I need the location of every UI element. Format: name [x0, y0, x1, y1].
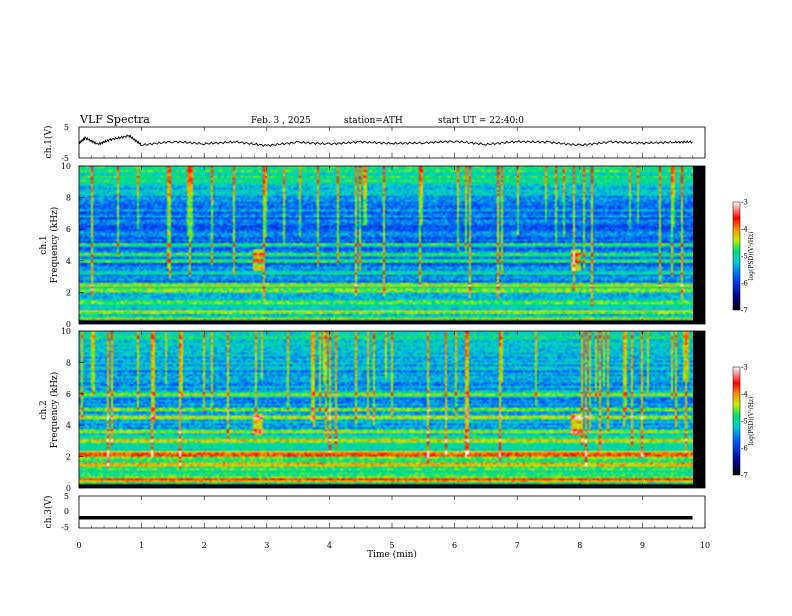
ch2-spectrogram-ytick: 2: [66, 453, 71, 462]
ch1-spectrogram-ytick: 10: [61, 162, 71, 171]
ch2-spectrogram-ytick: 4: [66, 421, 71, 430]
x-tick-label: 4: [327, 541, 332, 550]
ch2-colorbar-tick: -5: [741, 418, 748, 426]
ch1-frequency-label: Frequency (kHz): [49, 207, 60, 284]
ch2-colorbar-tick: -6: [741, 445, 748, 453]
ch1-spectrogram-ytick: 4: [66, 257, 71, 266]
x-tick-label: 5: [389, 541, 394, 550]
ch1-spectrogram-image: [79, 166, 693, 324]
ch1-spectrogram-ytick: 2: [66, 288, 71, 297]
ch3-ytick-mid: 0: [64, 507, 69, 516]
ch2-spectrogram-ytick: 10: [61, 327, 71, 336]
ch3-ylabel: ch.3(V): [43, 496, 54, 529]
ch1-channel-label: ch.1: [39, 235, 49, 254]
x-tick-label: 2: [202, 541, 207, 550]
ch2-channel-label: ch.2: [39, 400, 49, 419]
ch1-spectrogram-ytick: 0: [66, 320, 71, 329]
ch1-ytick-bottom: -5: [61, 154, 69, 163]
ch1-colorbar-tick: -6: [741, 280, 748, 288]
ch2-colorbar-label: log(PSD)(V²/Hz): [748, 397, 755, 446]
ch1-colorbar: [732, 201, 741, 311]
ch2-colorbar: [732, 366, 741, 476]
ch2-spectrogram-ytick: 8: [66, 358, 71, 367]
ch2-spectrogram-image: [79, 331, 693, 488]
ch2-colorbar-tick: -7: [741, 472, 748, 480]
ch1-spectrogram-ytick: 8: [66, 194, 71, 203]
x-tick-label: 8: [577, 541, 582, 550]
ch2-spectrogram-ytick: 6: [66, 390, 71, 399]
station-label: station=ATH: [344, 116, 403, 126]
x-tick-label: 10: [700, 541, 710, 550]
ch1-waveform-panel: 5 -5 ch.1(V): [43, 123, 706, 163]
ch1-colorbar-tick: -4: [741, 226, 748, 234]
ch2-colorbar-tick: -4: [741, 391, 748, 399]
ch3-waveform-panel: 5 0 -5 ch.3(V): [43, 492, 706, 532]
x-tick-label: 7: [515, 541, 520, 550]
ch2-frequency-label: Frequency (kHz): [49, 372, 60, 449]
ch1-colorbar-label: log(PSD)(V²/Hz): [748, 232, 755, 281]
figure-title: VLF Spectra: [79, 113, 150, 126]
ch3-waveform-frame: [78, 495, 706, 529]
ch1-spectrogram-ytick: 6: [66, 225, 71, 234]
ch2-spectrogram-ytick: 0: [66, 484, 71, 493]
date-label: Feb. 3 , 2025: [251, 116, 311, 126]
ch3-ytick-bottom: -5: [61, 523, 69, 532]
ch1-waveform-line: [78, 134, 693, 147]
x-axis-label: Time (min): [367, 549, 417, 560]
ch1-colorbar-tick: -5: [741, 253, 748, 261]
x-tick-label: 0: [76, 541, 81, 550]
ch1-colorbar-tick: -3: [741, 199, 748, 207]
x-tick-label: 1: [139, 541, 144, 550]
ch1-ytick-top: 5: [64, 123, 69, 132]
x-tick-label: 6: [452, 541, 457, 550]
ch2-colorbar-tick: -3: [741, 364, 748, 372]
start-time-label: start UT = 22:40:0: [438, 116, 524, 126]
x-tick-label: 9: [640, 541, 645, 550]
x-tick-label: 3: [264, 541, 269, 550]
ch1-ylabel: ch.1(V): [43, 126, 54, 159]
ch3-ytick-top: 5: [64, 492, 69, 501]
ch1-colorbar-tick: -7: [741, 307, 748, 315]
